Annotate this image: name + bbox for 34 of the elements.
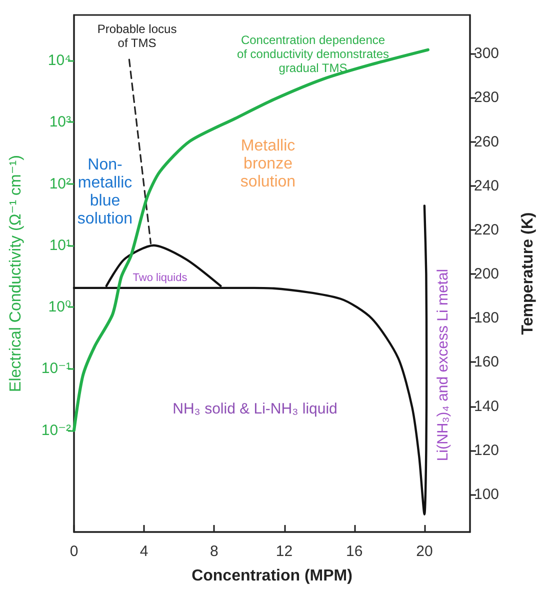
x-tick-label: 16 (346, 543, 363, 560)
annotation: Non- metallic blue solution (77, 156, 133, 228)
y-tick-label: 10¹ (49, 236, 71, 254)
y-tick-label: 10⁰ (48, 298, 71, 316)
x-tick-label: 12 (276, 543, 293, 560)
annotation: Probable locus of TMS (97, 22, 177, 50)
y2-tick-label: 300 (474, 45, 500, 62)
y2-tick-label: 260 (474, 133, 500, 150)
y2-tick-label: 280 (474, 89, 500, 106)
x-tick-label: 20 (416, 543, 433, 560)
y-tick-label: 10³ (49, 114, 71, 131)
y-axis-title: Electrical Conductivity (Ω⁻¹ cm⁻¹) (8, 155, 24, 392)
x-tick-label: 8 (210, 543, 218, 560)
annotation: Li(NH₃)₄ and excess Li metal (434, 268, 452, 462)
annotation: Concentration dependence of conductivity demonstrates gradual TMS (236, 33, 390, 75)
y2-axis-title: Temperature (K) (520, 212, 536, 335)
annotation: Two liquids (132, 272, 188, 284)
y2-tick-label: 140 (474, 398, 500, 415)
y2-tick-label: 220 (474, 221, 500, 238)
y-tick-label: 10⁻¹ (41, 360, 71, 378)
y2-tick-label: 200 (474, 266, 500, 283)
x-tick-label: 4 (140, 543, 148, 560)
y-tick-label: 10⁴ (48, 52, 71, 70)
y-tick-label: 10⁻² (41, 422, 71, 439)
y-tick-label: 10² (49, 175, 71, 192)
x-axis-title: Concentration (MPM) (192, 568, 352, 584)
y2-tick-label: 100 (474, 486, 500, 504)
y2-tick-label: 120 (474, 442, 500, 459)
annotation: NH₃ solid & Li-NH₃ liquid (172, 400, 338, 418)
y2-tick-label: 160 (474, 354, 500, 371)
annotation: Metallic bronze solution (240, 138, 296, 190)
y2-tick-label: 240 (474, 177, 500, 194)
x-tick-label: 0 (70, 543, 78, 560)
y2-tick-label: 180 (474, 310, 500, 327)
